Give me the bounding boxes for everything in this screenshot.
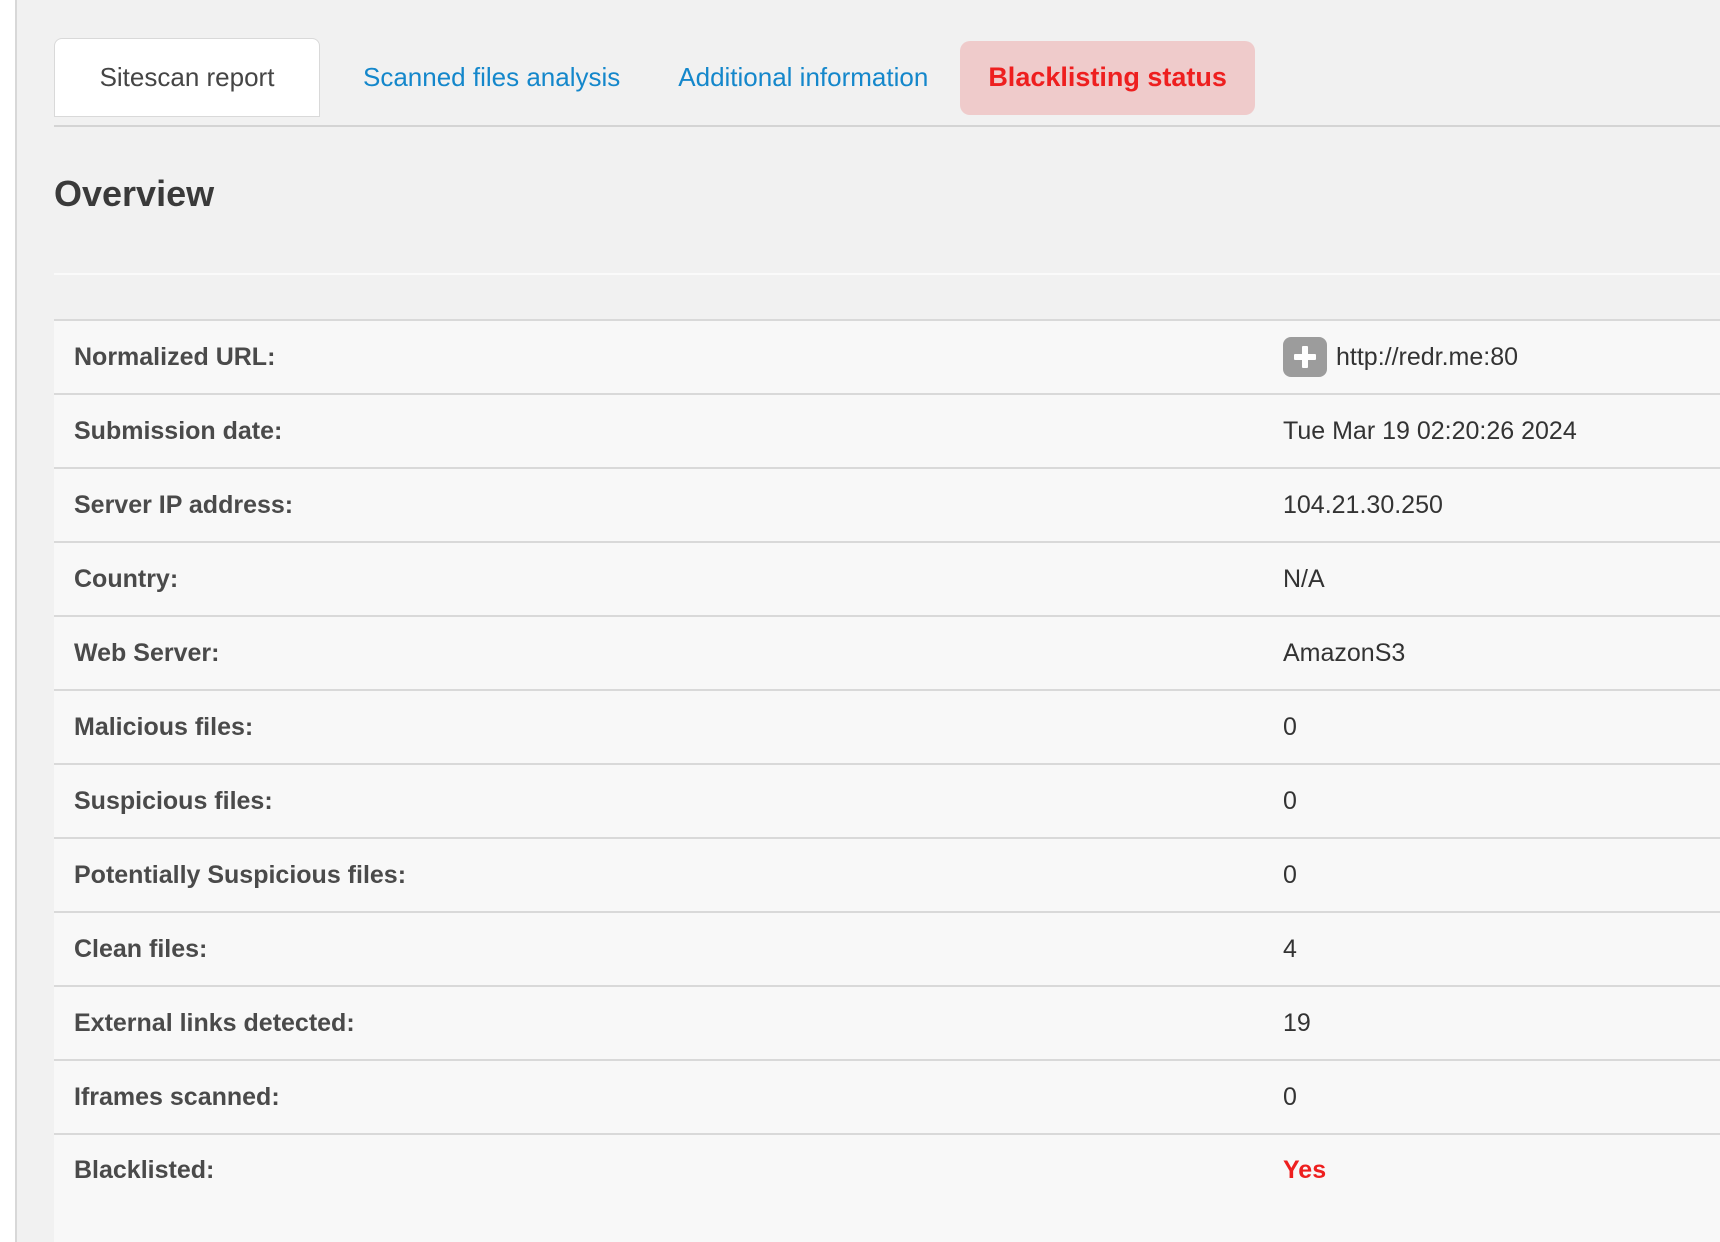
tab-scanned-files-analysis[interactable]: Scanned files analysis [363, 62, 621, 92]
row-value-text: 19 [1283, 1008, 1311, 1037]
row-value: 0 [1283, 1061, 1297, 1133]
row-label: External links detected: [74, 1008, 355, 1037]
table-row-malicious-files: Malicious files: 0 [54, 689, 1720, 763]
table-row-potentially-suspicious-files: Potentially Suspicious files: 0 [54, 837, 1720, 911]
row-value-text: Tue Mar 19 02:20:26 2024 [1283, 416, 1577, 445]
tab-blacklisting-status[interactable]: Blacklisting status [960, 40, 1255, 115]
row-label: Clean files: [74, 934, 208, 963]
row-label: Potentially Suspicious files: [74, 860, 407, 889]
row-label: Iframes scanned: [74, 1082, 280, 1111]
row-value: 104.21.30.250 [1283, 469, 1443, 541]
table-row-normalized-url: Normalized URL: http://redr.me:80 [54, 319, 1720, 393]
row-value: AmazonS3 [1283, 617, 1405, 689]
row-label: Server IP address: [74, 490, 294, 519]
table-row-country: Country: N/A [54, 541, 1720, 615]
tab-sitescan-report[interactable]: Sitescan report [54, 38, 320, 117]
section-title: Overview [54, 173, 215, 214]
row-value-text: N/A [1283, 564, 1325, 593]
report-panel: Sitescan report Scanned files analysis Add… [15, 0, 1720, 1242]
row-label: Submission date: [74, 416, 283, 445]
row-value: http://redr.me:80 [1283, 321, 1518, 393]
table-row-suspicious-files: Suspicious files: 0 [54, 763, 1720, 837]
row-label: Normalized URL: [74, 342, 276, 371]
table-row-web-server: Web Server: AmazonS3 [54, 615, 1720, 689]
row-value: 19 [1283, 987, 1311, 1059]
row-value-text: http://redr.me:80 [1336, 342, 1519, 371]
table-row-clean-files: Clean files: 4 [54, 911, 1720, 985]
row-value-text: 104.21.30.250 [1283, 490, 1443, 519]
row-value-text: 0 [1283, 860, 1297, 889]
row-label: Suspicious files: [74, 786, 273, 815]
row-value: Tue Mar 19 02:20:26 2024 [1283, 395, 1577, 467]
row-label: Blacklisted: [74, 1156, 215, 1184]
row-value-text: 0 [1283, 1082, 1297, 1111]
tab-divider [54, 125, 1720, 127]
row-value: 0 [1283, 691, 1297, 763]
row-value-text: 0 [1283, 712, 1297, 741]
row-value: 4 [1283, 913, 1297, 985]
section-separator [54, 273, 1720, 275]
overview-table: Normalized URL: http://redr.me:80 Submissi… [54, 319, 1720, 1242]
row-value-text: AmazonS3 [1283, 638, 1406, 667]
row-value: N/A [1283, 543, 1325, 615]
row-value: 0 [1283, 765, 1297, 837]
row-value-text: Yes [1283, 1156, 1327, 1184]
table-row-iframes-scanned: Iframes scanned: 0 [54, 1059, 1720, 1133]
plus-icon[interactable] [1283, 337, 1327, 377]
table-row-server-ip-address: Server IP address: 104.21.30.250 [54, 467, 1720, 541]
table-row-external-links-detected: External links detected: 19 [54, 985, 1720, 1059]
row-value: Yes [1283, 1156, 1326, 1185]
table-row-blacklisted: Blacklisted: Yes [54, 1133, 1720, 1242]
row-label: Malicious files: [74, 712, 254, 741]
table-row-submission-date: Submission date: Tue Mar 19 02:20:26 2024 [54, 393, 1720, 467]
row-value: 0 [1283, 839, 1297, 911]
row-label: Country: [74, 564, 179, 593]
row-value-text: 4 [1283, 934, 1297, 963]
tab-additional-information[interactable]: Additional information [678, 62, 929, 92]
row-value-text: 0 [1283, 786, 1297, 815]
row-label: Web Server: [74, 638, 220, 667]
tab-bar: Sitescan report Scanned files analysis Add… [54, 38, 1720, 117]
